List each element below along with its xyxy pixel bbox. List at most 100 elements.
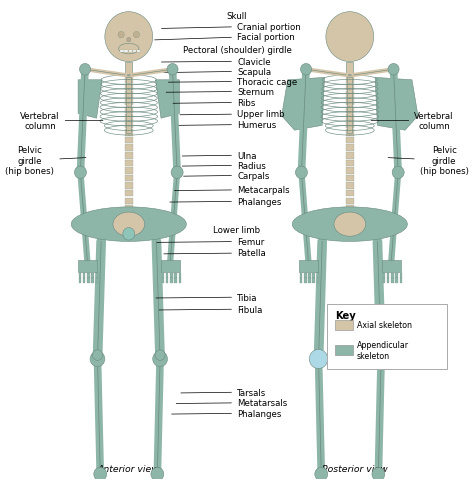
Bar [125, 206, 133, 212]
Circle shape [153, 351, 167, 367]
Bar [335, 320, 353, 330]
Bar [308, 273, 311, 278]
Circle shape [127, 38, 131, 43]
Text: Key: Key [335, 311, 356, 320]
Bar [125, 160, 133, 167]
Bar [346, 100, 354, 106]
Circle shape [80, 64, 91, 76]
Bar [382, 260, 401, 273]
Bar [162, 279, 164, 284]
Bar [166, 273, 168, 278]
Text: Anterior view: Anterior view [98, 464, 160, 473]
Circle shape [151, 468, 164, 480]
Text: Vertebral
column: Vertebral column [20, 112, 103, 131]
Circle shape [74, 167, 86, 179]
Bar [83, 279, 85, 284]
Bar [174, 273, 177, 278]
Text: Pectoral (shoulder) girdle: Pectoral (shoulder) girdle [182, 46, 292, 55]
Polygon shape [375, 78, 418, 131]
Text: Metatarsals: Metatarsals [176, 398, 287, 407]
Text: Cranial portion: Cranial portion [162, 23, 301, 32]
Circle shape [372, 349, 390, 369]
Text: Tibia: Tibia [156, 293, 257, 302]
Bar [395, 279, 398, 284]
Bar [400, 279, 402, 284]
Polygon shape [155, 81, 180, 119]
Bar [125, 77, 133, 84]
Circle shape [301, 64, 311, 76]
Bar [346, 206, 354, 212]
Bar [125, 198, 133, 204]
Text: Facial portion: Facial portion [155, 33, 295, 42]
Text: Posterior view: Posterior view [321, 464, 387, 473]
Ellipse shape [292, 207, 407, 242]
Bar [162, 273, 164, 278]
Text: Pelvic
girdle
(hip bones): Pelvic girdle (hip bones) [388, 146, 469, 176]
Bar [96, 273, 98, 278]
Bar [125, 108, 133, 114]
Bar [391, 273, 393, 278]
Bar [346, 62, 354, 76]
Bar [78, 260, 97, 273]
Text: Pelvic
girdle
(hip bones): Pelvic girdle (hip bones) [5, 146, 86, 176]
Text: Phalanges: Phalanges [172, 409, 282, 418]
Bar [179, 273, 181, 278]
Bar [383, 273, 385, 278]
Bar [304, 279, 307, 284]
Ellipse shape [71, 207, 186, 242]
Bar [312, 273, 315, 278]
Circle shape [315, 468, 328, 480]
Bar [125, 115, 133, 121]
Bar [335, 345, 353, 355]
Text: Radius: Radius [182, 161, 266, 170]
Bar [120, 50, 124, 53]
Circle shape [92, 350, 102, 360]
Ellipse shape [113, 213, 145, 237]
Bar [170, 279, 173, 284]
Bar [125, 100, 133, 106]
Bar [125, 145, 133, 152]
Bar [346, 108, 354, 114]
Bar [166, 279, 168, 284]
Bar [346, 176, 354, 182]
Text: Axial skeleton: Axial skeleton [357, 321, 412, 330]
Bar [128, 50, 132, 53]
Bar [125, 168, 133, 174]
Bar [125, 50, 128, 53]
Circle shape [105, 12, 153, 62]
Bar [91, 273, 94, 278]
Bar [304, 273, 307, 278]
Text: Appendicular
skeleton: Appendicular skeleton [357, 340, 409, 360]
Text: Fibula: Fibula [159, 305, 263, 314]
Bar [125, 84, 133, 91]
Bar [317, 279, 319, 284]
Text: Thoracic cage: Thoracic cage [168, 78, 297, 86]
Bar [346, 130, 354, 136]
Bar [395, 273, 398, 278]
Bar [125, 153, 133, 159]
Bar [317, 273, 319, 278]
Circle shape [167, 64, 178, 76]
Ellipse shape [334, 213, 365, 237]
Bar [346, 168, 354, 174]
Bar [125, 183, 133, 190]
Text: Skull: Skull [227, 12, 247, 21]
Bar [346, 153, 354, 159]
Circle shape [310, 349, 328, 369]
Bar [312, 279, 315, 284]
Text: Femur: Femur [157, 238, 264, 246]
Text: Metacarpals: Metacarpals [174, 186, 290, 195]
Circle shape [326, 12, 374, 62]
Text: Carpals: Carpals [183, 171, 269, 180]
Bar [400, 273, 402, 278]
Bar [346, 92, 354, 98]
Bar [346, 183, 354, 190]
Text: Patella: Patella [164, 249, 266, 258]
Bar [346, 115, 354, 121]
Text: Scapula: Scapula [164, 68, 271, 76]
Circle shape [372, 468, 385, 480]
Bar [91, 279, 94, 284]
Bar [125, 122, 133, 129]
Text: Ribs: Ribs [173, 98, 255, 108]
Text: Upper limb: Upper limb [180, 110, 284, 119]
